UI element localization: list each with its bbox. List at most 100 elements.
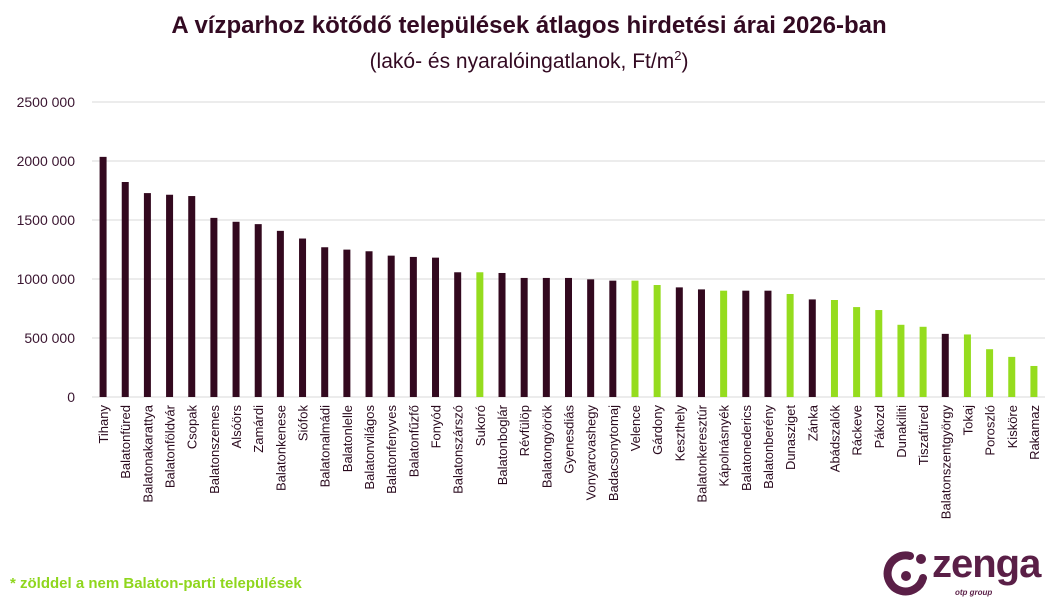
x-tick-label: Zánka [805, 404, 820, 441]
x-tick-label: Balatonkenese [273, 405, 288, 491]
x-tick-label: Balatonederics [739, 405, 754, 491]
y-tick-label: 0 [67, 389, 75, 405]
x-tick-label: Tihany [96, 405, 111, 444]
x-tick-label: Dunasziget [783, 405, 798, 470]
subtitle-text: (lakó- és nyaralóingatlanok, Ft/m [369, 50, 675, 73]
x-tick-label: Balatonakarattya [140, 404, 155, 502]
bar [631, 280, 639, 397]
bar [897, 324, 905, 397]
bar [1008, 356, 1016, 397]
bar [299, 238, 307, 397]
bar [188, 196, 196, 397]
bar [587, 279, 595, 397]
x-tick-label: Alsóörs [229, 405, 244, 449]
x-tick-label: Siófok [296, 405, 311, 442]
x-tick-label: Balatonfenyves [384, 405, 399, 494]
bar [853, 307, 861, 397]
bar [254, 224, 262, 397]
bar [653, 285, 661, 397]
x-tick-label: Kápolnásnyék [717, 405, 732, 487]
bar [720, 290, 728, 397]
logo-wordmark: zenga [932, 542, 1041, 586]
x-tick-label: Sukoró [473, 405, 488, 446]
bar [919, 326, 927, 397]
subtitle-sup: 2 [674, 48, 682, 63]
x-tick-label: Kisköre [1005, 405, 1020, 448]
footnote: * zölddel a nem Balaton-parti települése… [10, 575, 302, 592]
x-tick-label: Balatonboglár [495, 404, 510, 485]
x-tick-label: Fonyód [429, 405, 444, 448]
bar [542, 277, 550, 397]
bar [697, 289, 705, 397]
x-tick-label: Badacsonytomaj [606, 405, 621, 501]
bar [276, 230, 284, 397]
x-tick-label: Balatonkeresztúr [694, 404, 709, 502]
chart-subtitle: (lakó- és nyaralóingatlanok, Ft/m2) [0, 48, 1058, 74]
chart-title: A vízparhoz kötődő települések átlagos h… [171, 12, 887, 39]
bar [875, 310, 883, 397]
x-tick-label: Ráckeve [850, 405, 865, 456]
x-tick-label: Balatongyörök [539, 405, 554, 489]
bar [210, 217, 218, 397]
bar [786, 293, 794, 397]
x-tick-label: Balatonlelle [340, 405, 355, 472]
x-tick-label: Balatonfüred [118, 405, 133, 479]
x-tick-label: Tokaj [960, 405, 975, 435]
bar [986, 349, 994, 397]
bar [1030, 365, 1038, 397]
subtitle-end: ) [681, 50, 689, 73]
y-tick-label: 2500 000 [17, 94, 76, 110]
y-tick-label: 2000 000 [17, 153, 76, 169]
x-tick-label: Balatonszentgyörgy [938, 405, 953, 520]
bar [343, 249, 351, 397]
bar [387, 255, 395, 397]
x-tick-label: Keszthely [672, 405, 687, 462]
x-tick-label: Gárdony [650, 405, 665, 455]
bar [742, 290, 750, 397]
logo-mark-icon [883, 551, 927, 596]
x-tick-label: Rakamaz [1027, 405, 1042, 460]
bar [963, 334, 971, 397]
y-tick-label: 1500 000 [17, 212, 76, 228]
bar [609, 280, 617, 397]
y-tick-label: 500 000 [24, 330, 75, 346]
bar [99, 156, 107, 397]
x-tick-label: Gyenesdiás [562, 405, 577, 474]
bar [764, 290, 772, 397]
x-tick-label: Balatonfűzfő [406, 405, 421, 477]
bar [675, 287, 683, 397]
bar [321, 247, 329, 397]
bar [432, 257, 440, 397]
x-tick-label: Balatonföldvár [163, 404, 178, 488]
bar [121, 182, 129, 397]
bar [166, 194, 174, 397]
x-tick-label: Tiszafüred [916, 405, 931, 465]
x-tick-label: Balatonberény [761, 405, 776, 489]
bar [232, 221, 240, 397]
x-tick-label: Dunakiliti [894, 405, 909, 458]
x-tick-label: Poroszló [983, 405, 998, 456]
bar [454, 272, 462, 397]
x-tick-label: Abádszalók [827, 405, 842, 473]
bar [476, 272, 484, 397]
bar [830, 300, 838, 397]
x-tick-label: Balatonalmádi [318, 405, 333, 487]
x-tick-label: Zamárdi [251, 405, 266, 453]
x-tick-label: Balatonvilágos [362, 405, 377, 490]
zenga-logo: zenga otp group [880, 542, 1055, 600]
bar [498, 272, 506, 397]
bar [941, 333, 949, 397]
bar [409, 256, 417, 397]
bar [365, 251, 373, 397]
x-tick-label: Velence [628, 405, 643, 451]
logo-subtext: otp group [955, 588, 993, 597]
y-tick-label: 1000 000 [17, 271, 76, 287]
x-tick-label: Vonyarcvashegy [584, 405, 599, 501]
bar [808, 299, 816, 397]
x-tick-label: Pákozd [872, 405, 887, 448]
x-tick-label: Balatonszemes [207, 405, 222, 494]
bar [565, 277, 572, 397]
bar [143, 193, 151, 397]
x-tick-label: Csopak [185, 405, 200, 450]
